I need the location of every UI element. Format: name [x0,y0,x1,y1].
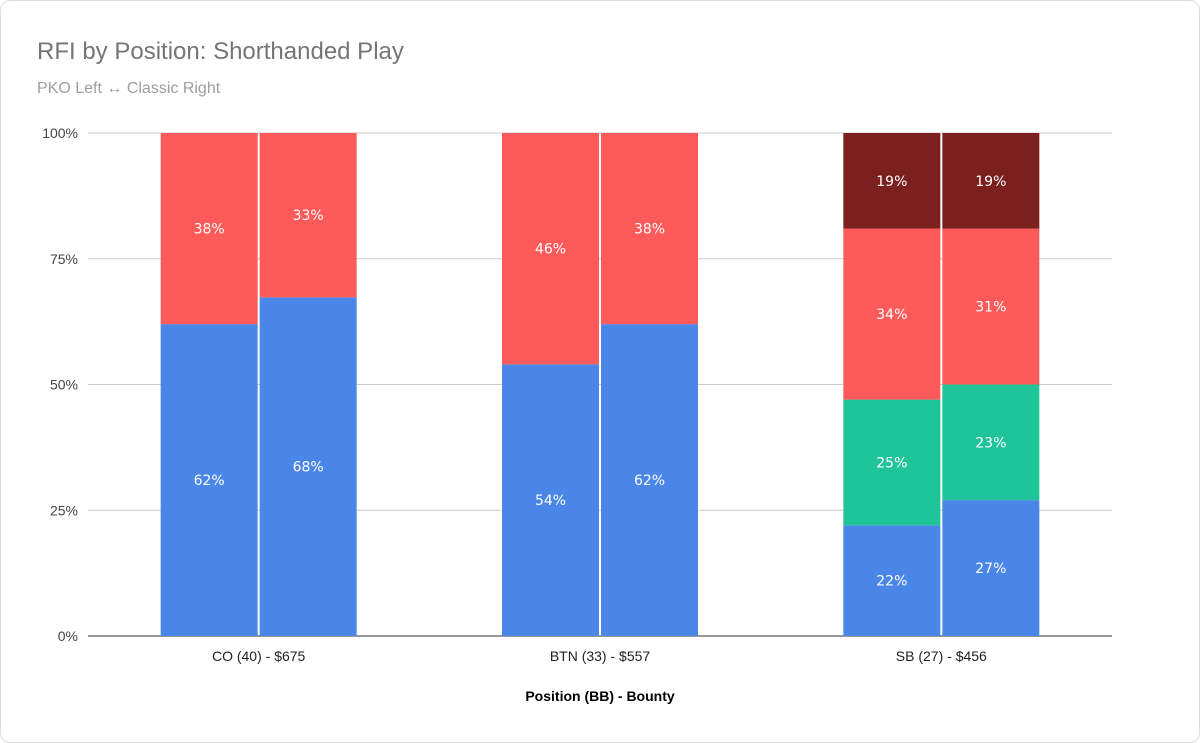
bar-segment [843,399,941,526]
data-label: 68% [293,460,324,476]
bar-segment [942,500,1040,636]
y-tick-label: 50% [50,377,78,393]
y-tick-label: 100% [42,125,78,141]
chart-subtitle: PKO Left ↔ Classic Right [37,80,221,97]
data-label: 19% [876,174,907,190]
data-label: 46% [535,242,566,258]
bar-segment [259,297,357,636]
bar-segment [942,228,1040,385]
data-label: 62% [634,473,665,489]
bar-segment [502,364,599,636]
x-category-label: BTN (33) - $557 [550,648,651,664]
chart-title: RFI by Position: Shorthanded Play [37,38,404,65]
data-label: 33% [293,208,324,224]
x-category-label: SB (27) - $456 [896,648,987,664]
y-tick-label: 0% [58,628,78,644]
x-category-label: CO (40) - $675 [212,648,306,664]
data-label: 25% [876,455,907,471]
x-axis-categories: CO (40) - $675 BTN (33) - $557 SB (27) - $… [212,648,987,664]
bar-group: 62% 38% 68% 33% 54% 46% 62% 38% 22% 25% 34% 19% 27% 2… [160,133,1040,636]
bar-segment [601,324,698,636]
y-axis-ticks: 0% 25% 50% 75% 100% [42,125,78,644]
x-axis-label: Position (BB) - Bounty [525,688,675,704]
bar-segment [942,384,1040,501]
data-label: 23% [975,435,1006,451]
data-label: 31% [975,300,1006,316]
data-label: 38% [194,222,225,238]
data-label: 62% [194,473,225,489]
bar-segment [843,133,941,229]
data-label: 34% [876,307,907,323]
bar-segment [601,133,698,325]
data-label: 38% [634,222,665,238]
data-label: 54% [535,493,566,509]
bar-segment [843,525,941,636]
bar-segment [502,133,599,365]
data-label: 19% [975,174,1006,190]
data-label: 22% [876,574,907,590]
bar-segment [843,228,941,400]
y-tick-label: 75% [50,251,78,267]
gridlines [88,132,1112,637]
data-label: 27% [975,561,1006,577]
bar-segment [942,133,1040,229]
bar-segment [259,133,357,298]
bar-segment [160,324,258,636]
y-tick-label: 25% [50,502,78,518]
bar-segment [160,133,258,325]
